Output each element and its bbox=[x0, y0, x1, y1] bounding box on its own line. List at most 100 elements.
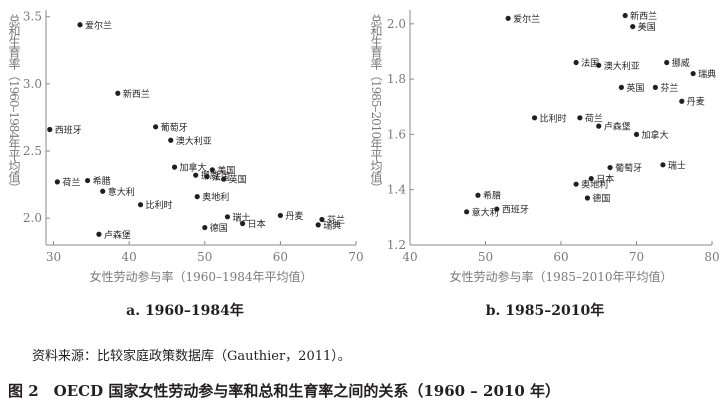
y-tick-label: 3.0 bbox=[23, 77, 42, 91]
point-label: 丹麦 bbox=[687, 96, 705, 108]
point-label: 爱尔兰 bbox=[85, 19, 112, 31]
point-label: 澳大利亚 bbox=[176, 135, 212, 147]
point-label: 芬兰 bbox=[327, 214, 345, 226]
data-point bbox=[168, 137, 174, 143]
data-point bbox=[679, 98, 685, 104]
data-point bbox=[633, 131, 640, 138]
point-label: 挪威 bbox=[201, 170, 219, 182]
data-point bbox=[315, 222, 321, 228]
data-point bbox=[221, 176, 227, 182]
point-label: 芬兰 bbox=[660, 82, 678, 94]
point-label: 荷兰 bbox=[62, 176, 80, 188]
point-label: 瑞士 bbox=[232, 211, 250, 223]
subtitle-b: b. 1985–2010年 bbox=[485, 303, 605, 319]
data-point bbox=[319, 216, 325, 223]
data-point bbox=[96, 231, 102, 237]
data-point bbox=[630, 23, 636, 30]
x-tick-label: 60 bbox=[553, 250, 568, 264]
y-tick-label: 1.8 bbox=[387, 72, 406, 86]
y-tick-label: 2.0 bbox=[23, 211, 42, 225]
data-point bbox=[690, 70, 696, 77]
data-point bbox=[475, 192, 481, 198]
point-label: 奥地利 bbox=[202, 191, 229, 203]
point-label: 葡萄牙 bbox=[615, 162, 642, 174]
x-tick-label: 70 bbox=[348, 250, 363, 264]
point-label: 新西兰 bbox=[630, 10, 657, 22]
chart-b: 40 50 60 70 80 1.2 1.4 1.6 1.8 2.0 女性劳动参与率（1985–20… bbox=[369, 10, 720, 284]
figure-charts: 30 40 50 60 70 2.0 2.5 3.0 3.5 女性劳动参与率（1960–1984年… bbox=[7, 10, 720, 284]
figure-caption: 图 2 OECD 国家女性劳动参与率和总和生育率之间的关系（1960 – 201… bbox=[8, 382, 560, 400]
data-point bbox=[618, 84, 625, 91]
point-label: 美国 bbox=[217, 164, 235, 176]
data-point bbox=[652, 84, 658, 91]
point-label: 奥地利 bbox=[581, 179, 608, 191]
point-label: 英国 bbox=[626, 82, 644, 94]
point-label: 意大利 bbox=[472, 206, 499, 218]
data-point bbox=[202, 224, 208, 231]
x-tick-label: 70 bbox=[629, 250, 644, 264]
data-point bbox=[505, 15, 511, 21]
point-label: 法国 bbox=[581, 57, 599, 69]
data-point bbox=[622, 12, 628, 19]
point-label: 加拿大 bbox=[642, 129, 669, 141]
point-label: 法国 bbox=[212, 171, 230, 183]
source-note: 资料来源：比较家庭政策数据库（Gauthier，2011）。 bbox=[32, 349, 351, 364]
data-point bbox=[194, 194, 200, 200]
point-label: 挪威 bbox=[672, 57, 690, 69]
point-label: 瑞典 bbox=[698, 68, 716, 80]
chart-a: 30 40 50 60 70 2.0 2.5 3.0 3.5 女性劳动参与率（1960–1984年… bbox=[7, 10, 364, 284]
x-tick-label: 30 bbox=[46, 250, 61, 264]
y-axis-label: 总和生育率（1960–1984年平均值） bbox=[7, 14, 21, 194]
point-label: 希腊 bbox=[93, 175, 111, 187]
data-point bbox=[596, 62, 602, 68]
point-label: 瑞士 bbox=[668, 159, 686, 171]
data-point bbox=[277, 212, 283, 219]
point-label: 西班牙 bbox=[502, 204, 529, 216]
point-label: 澳大利亚 bbox=[604, 60, 640, 72]
point-label: 比利时 bbox=[540, 112, 567, 124]
data-point bbox=[596, 123, 602, 129]
data-point bbox=[204, 173, 210, 180]
data-point bbox=[47, 126, 53, 133]
x-tick-label: 50 bbox=[197, 250, 212, 264]
point-label: 希腊 bbox=[483, 190, 501, 202]
data-point bbox=[494, 206, 500, 212]
y-axis-label: 总和生育率（1985–2010年平均值） bbox=[369, 14, 383, 194]
y-tick-label: 2.5 bbox=[23, 144, 42, 158]
y-tick-label: 1.2 bbox=[387, 238, 406, 252]
x-axis-label: 女性劳动参与率（1985–2010年平均值） bbox=[449, 269, 672, 284]
point-label: 德国 bbox=[210, 222, 228, 234]
x-tick-label: 40 bbox=[122, 250, 137, 264]
point-label: 加拿大 bbox=[180, 162, 207, 174]
data-point bbox=[209, 167, 215, 173]
point-label: 葡萄牙 bbox=[161, 121, 188, 133]
data-point bbox=[660, 162, 666, 168]
point-label: 卢森堡 bbox=[104, 229, 131, 241]
x-tick-label: 60 bbox=[273, 250, 288, 264]
data-point bbox=[137, 202, 144, 208]
data-point bbox=[531, 115, 538, 121]
data-point bbox=[100, 188, 106, 194]
data-point bbox=[171, 164, 178, 170]
data-point bbox=[607, 164, 613, 171]
point-label: 美国 bbox=[638, 21, 656, 33]
data-point bbox=[84, 177, 91, 184]
data-point bbox=[573, 181, 579, 187]
data-point bbox=[77, 22, 83, 28]
y-tick-label: 1.4 bbox=[387, 183, 406, 197]
point-label: 荷兰 bbox=[585, 112, 603, 124]
point-label: 爱尔兰 bbox=[513, 13, 540, 25]
y-tick-label: 2.0 bbox=[387, 17, 406, 31]
x-tick-label: 50 bbox=[478, 250, 493, 264]
x-tick-label: 40 bbox=[402, 250, 417, 264]
y-tick-label: 1.6 bbox=[387, 127, 406, 141]
point-label: 意大利 bbox=[108, 186, 135, 198]
point-label: 日本 bbox=[596, 173, 614, 185]
point-label: 日本 bbox=[248, 218, 266, 230]
data-point bbox=[153, 124, 159, 130]
x-axis-label: 女性劳动参与率（1960–1984年平均值） bbox=[89, 269, 312, 284]
point-label: 西班牙 bbox=[55, 124, 82, 136]
point-label: 新西兰 bbox=[123, 88, 150, 100]
data-point bbox=[193, 172, 199, 178]
point-label: 德国 bbox=[592, 193, 610, 205]
